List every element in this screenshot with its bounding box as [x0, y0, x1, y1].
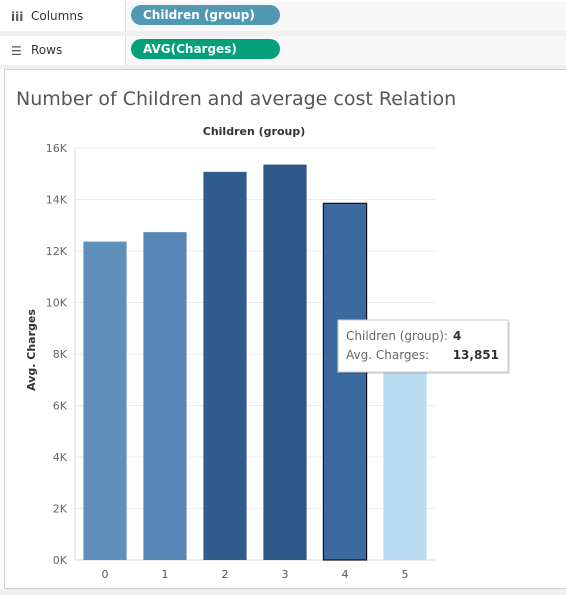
rows-drop-zone[interactable]: AVG(Charges)	[127, 36, 566, 65]
bar-3[interactable]	[263, 164, 307, 560]
columns-drop-zone[interactable]: Children (group)	[127, 2, 566, 31]
x-tick-label: 2	[222, 568, 229, 581]
y-tick-label: 8K	[53, 348, 68, 361]
tooltip-value-children: 4	[453, 329, 461, 343]
y-tick-label: 0K	[53, 554, 68, 567]
y-tick-label: 12K	[46, 245, 68, 258]
avg-charges-pill[interactable]: AVG(Charges)	[131, 39, 280, 59]
tooltip-label-charges: Avg. Charges:	[346, 348, 429, 362]
y-tick-label: 2K	[53, 503, 68, 516]
tooltip	[337, 319, 509, 373]
rows-shelf-label: ☰ Rows	[0, 36, 126, 65]
bar-4[interactable]	[322, 202, 368, 561]
bottom-border	[0, 589, 566, 595]
x-tick-label: 1	[162, 568, 169, 581]
y-tick-label: 4K	[53, 451, 68, 464]
y-tick-label: 6K	[53, 400, 68, 413]
y-tick-label: 14K	[46, 194, 68, 207]
bar-0[interactable]	[83, 241, 127, 560]
bar-2[interactable]	[203, 171, 247, 561]
tooltip-value-charges: 13,851	[453, 348, 499, 362]
visualization-area: Number of Children and average cost Rela…	[4, 69, 566, 589]
x-tick-label: 4	[342, 568, 349, 581]
bar-chart: Children (group)Avg. Charges0K2K4K6K8K10…	[25, 125, 510, 581]
children-group-pill[interactable]: Children (group)	[131, 5, 280, 25]
columns-shelf: iii Columns Children (group)	[0, 2, 566, 31]
columns-label: Columns	[31, 9, 84, 23]
x-tick-label: 0	[102, 568, 109, 581]
y-tick-label: 10K	[46, 297, 68, 310]
x-axis-title: Children (group)	[203, 125, 305, 138]
y-axis-title: Avg. Charges	[25, 309, 38, 391]
rows-icon: ☰	[11, 44, 22, 58]
x-tick-label: 3	[282, 568, 289, 581]
columns-icon: iii	[11, 10, 24, 24]
shelf-separator	[0, 31, 566, 36]
shelf-separator-bottom	[0, 65, 566, 69]
bar-1[interactable]	[143, 232, 187, 560]
rows-label: Rows	[31, 43, 63, 57]
rows-shelf: ☰ Rows AVG(Charges)	[0, 36, 566, 65]
x-tick-label: 5	[402, 568, 409, 581]
tooltip-label-children: Children (group):	[346, 329, 448, 343]
columns-shelf-label: iii Columns	[0, 2, 126, 31]
y-tick-label: 16K	[46, 142, 68, 155]
chart-title: Number of Children and average cost Rela…	[16, 88, 457, 110]
